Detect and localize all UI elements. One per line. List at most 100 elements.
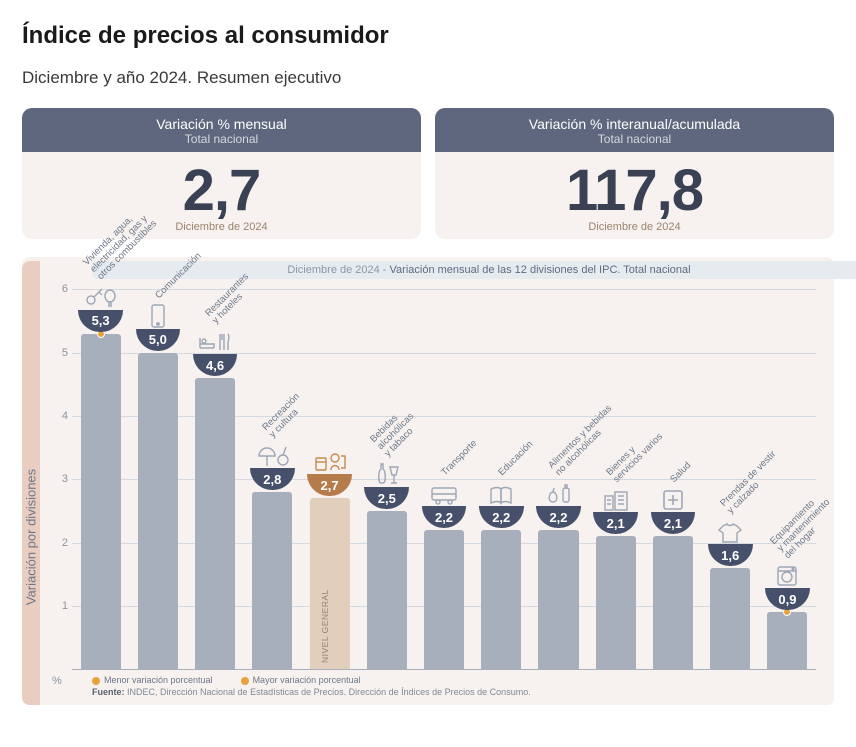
chart-caption-prefix: Diciembre de 2024 - [287, 264, 389, 276]
dot-icon [92, 677, 100, 685]
bar [138, 353, 178, 670]
card-date: Diciembre de 2024 [441, 221, 828, 233]
bar-badge: 2,8 [250, 442, 295, 490]
bar-value: 2,1 [664, 516, 682, 531]
category-icon [593, 486, 638, 512]
bar-badge: 2,2 [536, 480, 581, 528]
value-bowl: 5,0 [136, 329, 181, 351]
bar-value: 2,7 [321, 478, 339, 493]
value-bowl: 0,9 [765, 588, 810, 610]
bar: NIVEL GENERAL [310, 498, 350, 669]
legend-max: Mayor variación porcentual [241, 675, 361, 685]
card-body: 2,7Diciembre de 2024 [22, 152, 421, 239]
bar-badge: 2,1 [651, 486, 696, 534]
bar [252, 492, 292, 669]
value-bowl: 2,5 [364, 487, 409, 509]
value-bowl: 2,1 [651, 512, 696, 534]
bar-badge: 5,0 [136, 303, 181, 351]
chart-footer: Menor variación porcentual Mayor variaci… [92, 675, 822, 697]
bar [195, 378, 235, 669]
pct-symbol: % [52, 675, 62, 687]
chart-plot: Diciembre de 2024 - Variación mensual de… [40, 261, 834, 705]
bar-badge: 4,6 [193, 328, 238, 376]
bar-column: 2,1 Salud [644, 289, 701, 669]
bar [710, 568, 750, 669]
card-body: 117,8Diciembre de 2024 [435, 152, 834, 239]
card-value: 2,7 [28, 160, 415, 221]
chart-caption: Diciembre de 2024 - Variación mensual de… [92, 261, 856, 279]
bar-value: 4,6 [206, 358, 224, 373]
bar-label: Salud [669, 460, 693, 484]
bar-column: 2,2Educación [473, 289, 530, 669]
bar-badge: 2,1 [593, 486, 638, 534]
page-title: Índice de precios al consumidor [22, 22, 834, 50]
category-icon [422, 480, 467, 506]
bar-value: 2,2 [492, 510, 510, 525]
card-header: Variación % interanual/acumuladaTotal na… [435, 108, 834, 152]
value-bowl: 1,6 [708, 544, 753, 566]
bar-badge: 5,3 [78, 284, 123, 332]
bar [424, 530, 464, 669]
category-icon [78, 284, 123, 310]
bar-badge: 2,2 [479, 480, 524, 528]
value-bowl: 2,8 [250, 468, 295, 490]
bar-value: 0,9 [778, 592, 796, 607]
bar [538, 530, 578, 669]
y-tick: 2 [46, 537, 68, 549]
card-value: 117,8 [441, 160, 828, 221]
dot-icon [241, 677, 249, 685]
bar-column: 2,2Alimentos y bebidasno alcohólicas [530, 289, 587, 669]
y-tick: 6 [46, 283, 68, 295]
bar-column: NIVEL GENERAL 2,7 [301, 289, 358, 669]
y-tick: 3 [46, 473, 68, 485]
bar-label: Equipamientoy mantenimientodel hogar [769, 490, 839, 560]
card-header-sub: Total nacional [28, 132, 415, 146]
bar-column: 5,3Vivienda, agua,electricidad, gas yotr… [72, 289, 129, 669]
bar [367, 511, 407, 669]
bar-value: 5,0 [149, 332, 167, 347]
bar [596, 536, 636, 669]
chart-source: Fuente: INDEC, Dirección Nacional de Est… [92, 687, 822, 697]
bar-value: 1,6 [721, 548, 739, 563]
bar-column: 2,8Recreacióny cultura [244, 289, 301, 669]
value-bowl: 2,7 [307, 474, 352, 496]
bar-badge: 1,6 [708, 518, 753, 566]
bar [767, 612, 807, 669]
bar-column: 1,6Prendas de vestiry calzado [702, 289, 759, 669]
category-icon [708, 518, 753, 544]
summary-card: Variación % interanual/acumuladaTotal na… [435, 108, 834, 239]
bar-value: 2,2 [435, 510, 453, 525]
card-header-top: Variación % mensual [28, 116, 415, 132]
value-bowl: 2,1 [593, 512, 638, 534]
bar-value: 5,3 [92, 313, 110, 328]
card-date: Diciembre de 2024 [28, 221, 415, 233]
card-header-top: Variación % interanual/acumulada [441, 116, 828, 132]
bar-label-general: NIVEL GENERAL [320, 590, 330, 664]
category-icon [307, 448, 352, 474]
bar-badge: 2,5 [364, 461, 409, 509]
bar-value: 2,8 [263, 472, 281, 487]
category-icon [651, 486, 696, 512]
bar-badge: 2,2 [422, 480, 467, 528]
card-header: Variación % mensualTotal nacional [22, 108, 421, 152]
legend-min: Menor variación porcentual [92, 675, 213, 685]
bar-column: 5,0Comunicación [129, 289, 186, 669]
chart-caption-strong: Variación mensual de las 12 divisiones d… [390, 264, 691, 276]
bar-badge: 2,7 [307, 448, 352, 496]
bar-column: 2,1Bienes yservicios varios [587, 289, 644, 669]
bar-value: 2,5 [378, 491, 396, 506]
category-icon [136, 303, 181, 329]
page-subtitle: Diciembre y año 2024. Resumen ejecutivo [22, 68, 834, 88]
card-header-sub: Total nacional [441, 132, 828, 146]
y-tick: 4 [46, 410, 68, 422]
bar-column: 4,6Restaurantesy hoteles [186, 289, 243, 669]
bar [653, 536, 693, 669]
bar [81, 334, 121, 670]
bar-value: 2,1 [607, 516, 625, 531]
y-axis-band [22, 261, 40, 705]
plot-area: 5,3Vivienda, agua,electricidad, gas yotr… [46, 289, 822, 669]
bar-value: 2,2 [549, 510, 567, 525]
category-icon [479, 480, 524, 506]
divisions-chart: Diciembre de 2024 - Variación mensual de… [22, 257, 834, 705]
value-bowl: 2,2 [479, 506, 524, 528]
